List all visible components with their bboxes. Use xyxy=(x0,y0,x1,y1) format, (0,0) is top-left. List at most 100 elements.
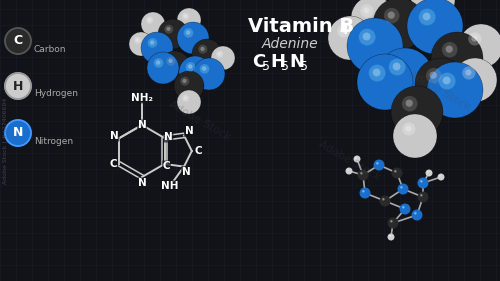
Circle shape xyxy=(360,172,362,175)
Circle shape xyxy=(390,220,392,223)
Circle shape xyxy=(182,79,186,83)
Circle shape xyxy=(156,60,160,65)
Circle shape xyxy=(462,66,475,80)
Circle shape xyxy=(148,18,151,22)
Circle shape xyxy=(166,27,170,31)
Circle shape xyxy=(362,190,365,193)
Circle shape xyxy=(362,190,364,192)
Circle shape xyxy=(188,64,192,69)
Circle shape xyxy=(402,206,405,209)
Circle shape xyxy=(192,39,222,69)
Circle shape xyxy=(388,234,394,241)
Circle shape xyxy=(351,0,395,40)
Circle shape xyxy=(426,169,432,176)
Circle shape xyxy=(380,196,390,207)
Circle shape xyxy=(177,90,201,114)
Circle shape xyxy=(360,4,374,17)
Circle shape xyxy=(200,64,209,74)
Circle shape xyxy=(394,170,396,173)
Circle shape xyxy=(418,178,428,189)
Circle shape xyxy=(362,191,364,192)
Circle shape xyxy=(407,0,463,54)
Circle shape xyxy=(202,66,206,71)
Circle shape xyxy=(421,181,422,182)
Circle shape xyxy=(186,62,196,72)
Circle shape xyxy=(328,16,372,60)
Circle shape xyxy=(398,183,408,194)
Circle shape xyxy=(360,172,363,175)
Text: Carbon: Carbon xyxy=(34,44,66,53)
Circle shape xyxy=(382,198,384,201)
Circle shape xyxy=(468,32,481,46)
Circle shape xyxy=(177,8,201,32)
Text: Adobe Stock: Adobe Stock xyxy=(408,69,472,113)
Circle shape xyxy=(150,40,154,45)
Circle shape xyxy=(337,24,350,38)
Circle shape xyxy=(401,187,402,188)
Circle shape xyxy=(382,198,384,200)
Circle shape xyxy=(355,157,356,159)
Circle shape xyxy=(364,7,370,13)
Circle shape xyxy=(442,76,450,84)
Circle shape xyxy=(355,157,357,159)
Text: N: N xyxy=(13,126,23,139)
Circle shape xyxy=(459,24,500,68)
Circle shape xyxy=(402,122,415,135)
Circle shape xyxy=(388,217,398,228)
Circle shape xyxy=(427,171,429,173)
Text: Vitamin B: Vitamin B xyxy=(248,17,354,35)
Circle shape xyxy=(184,96,187,99)
Circle shape xyxy=(369,65,386,81)
Circle shape xyxy=(389,235,390,237)
Text: N: N xyxy=(184,126,194,136)
Circle shape xyxy=(389,235,391,237)
Circle shape xyxy=(363,191,364,192)
Circle shape xyxy=(453,58,497,102)
Circle shape xyxy=(340,28,346,34)
Circle shape xyxy=(402,96,417,112)
Circle shape xyxy=(400,186,403,189)
Circle shape xyxy=(182,95,189,102)
Circle shape xyxy=(393,114,437,158)
Circle shape xyxy=(346,167,352,175)
Circle shape xyxy=(430,72,437,79)
Circle shape xyxy=(360,187,370,198)
Circle shape xyxy=(400,203,410,214)
Circle shape xyxy=(392,167,402,178)
Text: C: C xyxy=(194,146,202,156)
Circle shape xyxy=(168,59,172,63)
Circle shape xyxy=(362,33,370,40)
Circle shape xyxy=(359,29,376,46)
Circle shape xyxy=(406,99,413,107)
Circle shape xyxy=(200,47,204,51)
Text: C: C xyxy=(14,35,22,47)
Circle shape xyxy=(361,173,362,174)
Circle shape xyxy=(427,62,483,118)
Circle shape xyxy=(472,35,478,42)
Circle shape xyxy=(420,194,422,196)
Circle shape xyxy=(394,170,397,173)
Circle shape xyxy=(372,69,380,76)
Circle shape xyxy=(420,194,423,197)
Text: N: N xyxy=(138,178,146,188)
Circle shape xyxy=(180,77,190,86)
Circle shape xyxy=(420,180,422,182)
Circle shape xyxy=(211,46,235,70)
Circle shape xyxy=(421,195,422,196)
Circle shape xyxy=(376,162,379,165)
Circle shape xyxy=(360,172,363,175)
Circle shape xyxy=(347,169,348,171)
Circle shape xyxy=(394,170,396,173)
Circle shape xyxy=(466,69,471,76)
Circle shape xyxy=(377,163,378,164)
Circle shape xyxy=(421,195,422,196)
Circle shape xyxy=(382,198,385,201)
Circle shape xyxy=(355,157,357,159)
Circle shape xyxy=(400,186,402,189)
Text: 5: 5 xyxy=(300,60,308,74)
Circle shape xyxy=(421,181,422,182)
Circle shape xyxy=(146,17,153,24)
Circle shape xyxy=(400,186,403,189)
Circle shape xyxy=(362,190,365,193)
Circle shape xyxy=(383,199,384,200)
